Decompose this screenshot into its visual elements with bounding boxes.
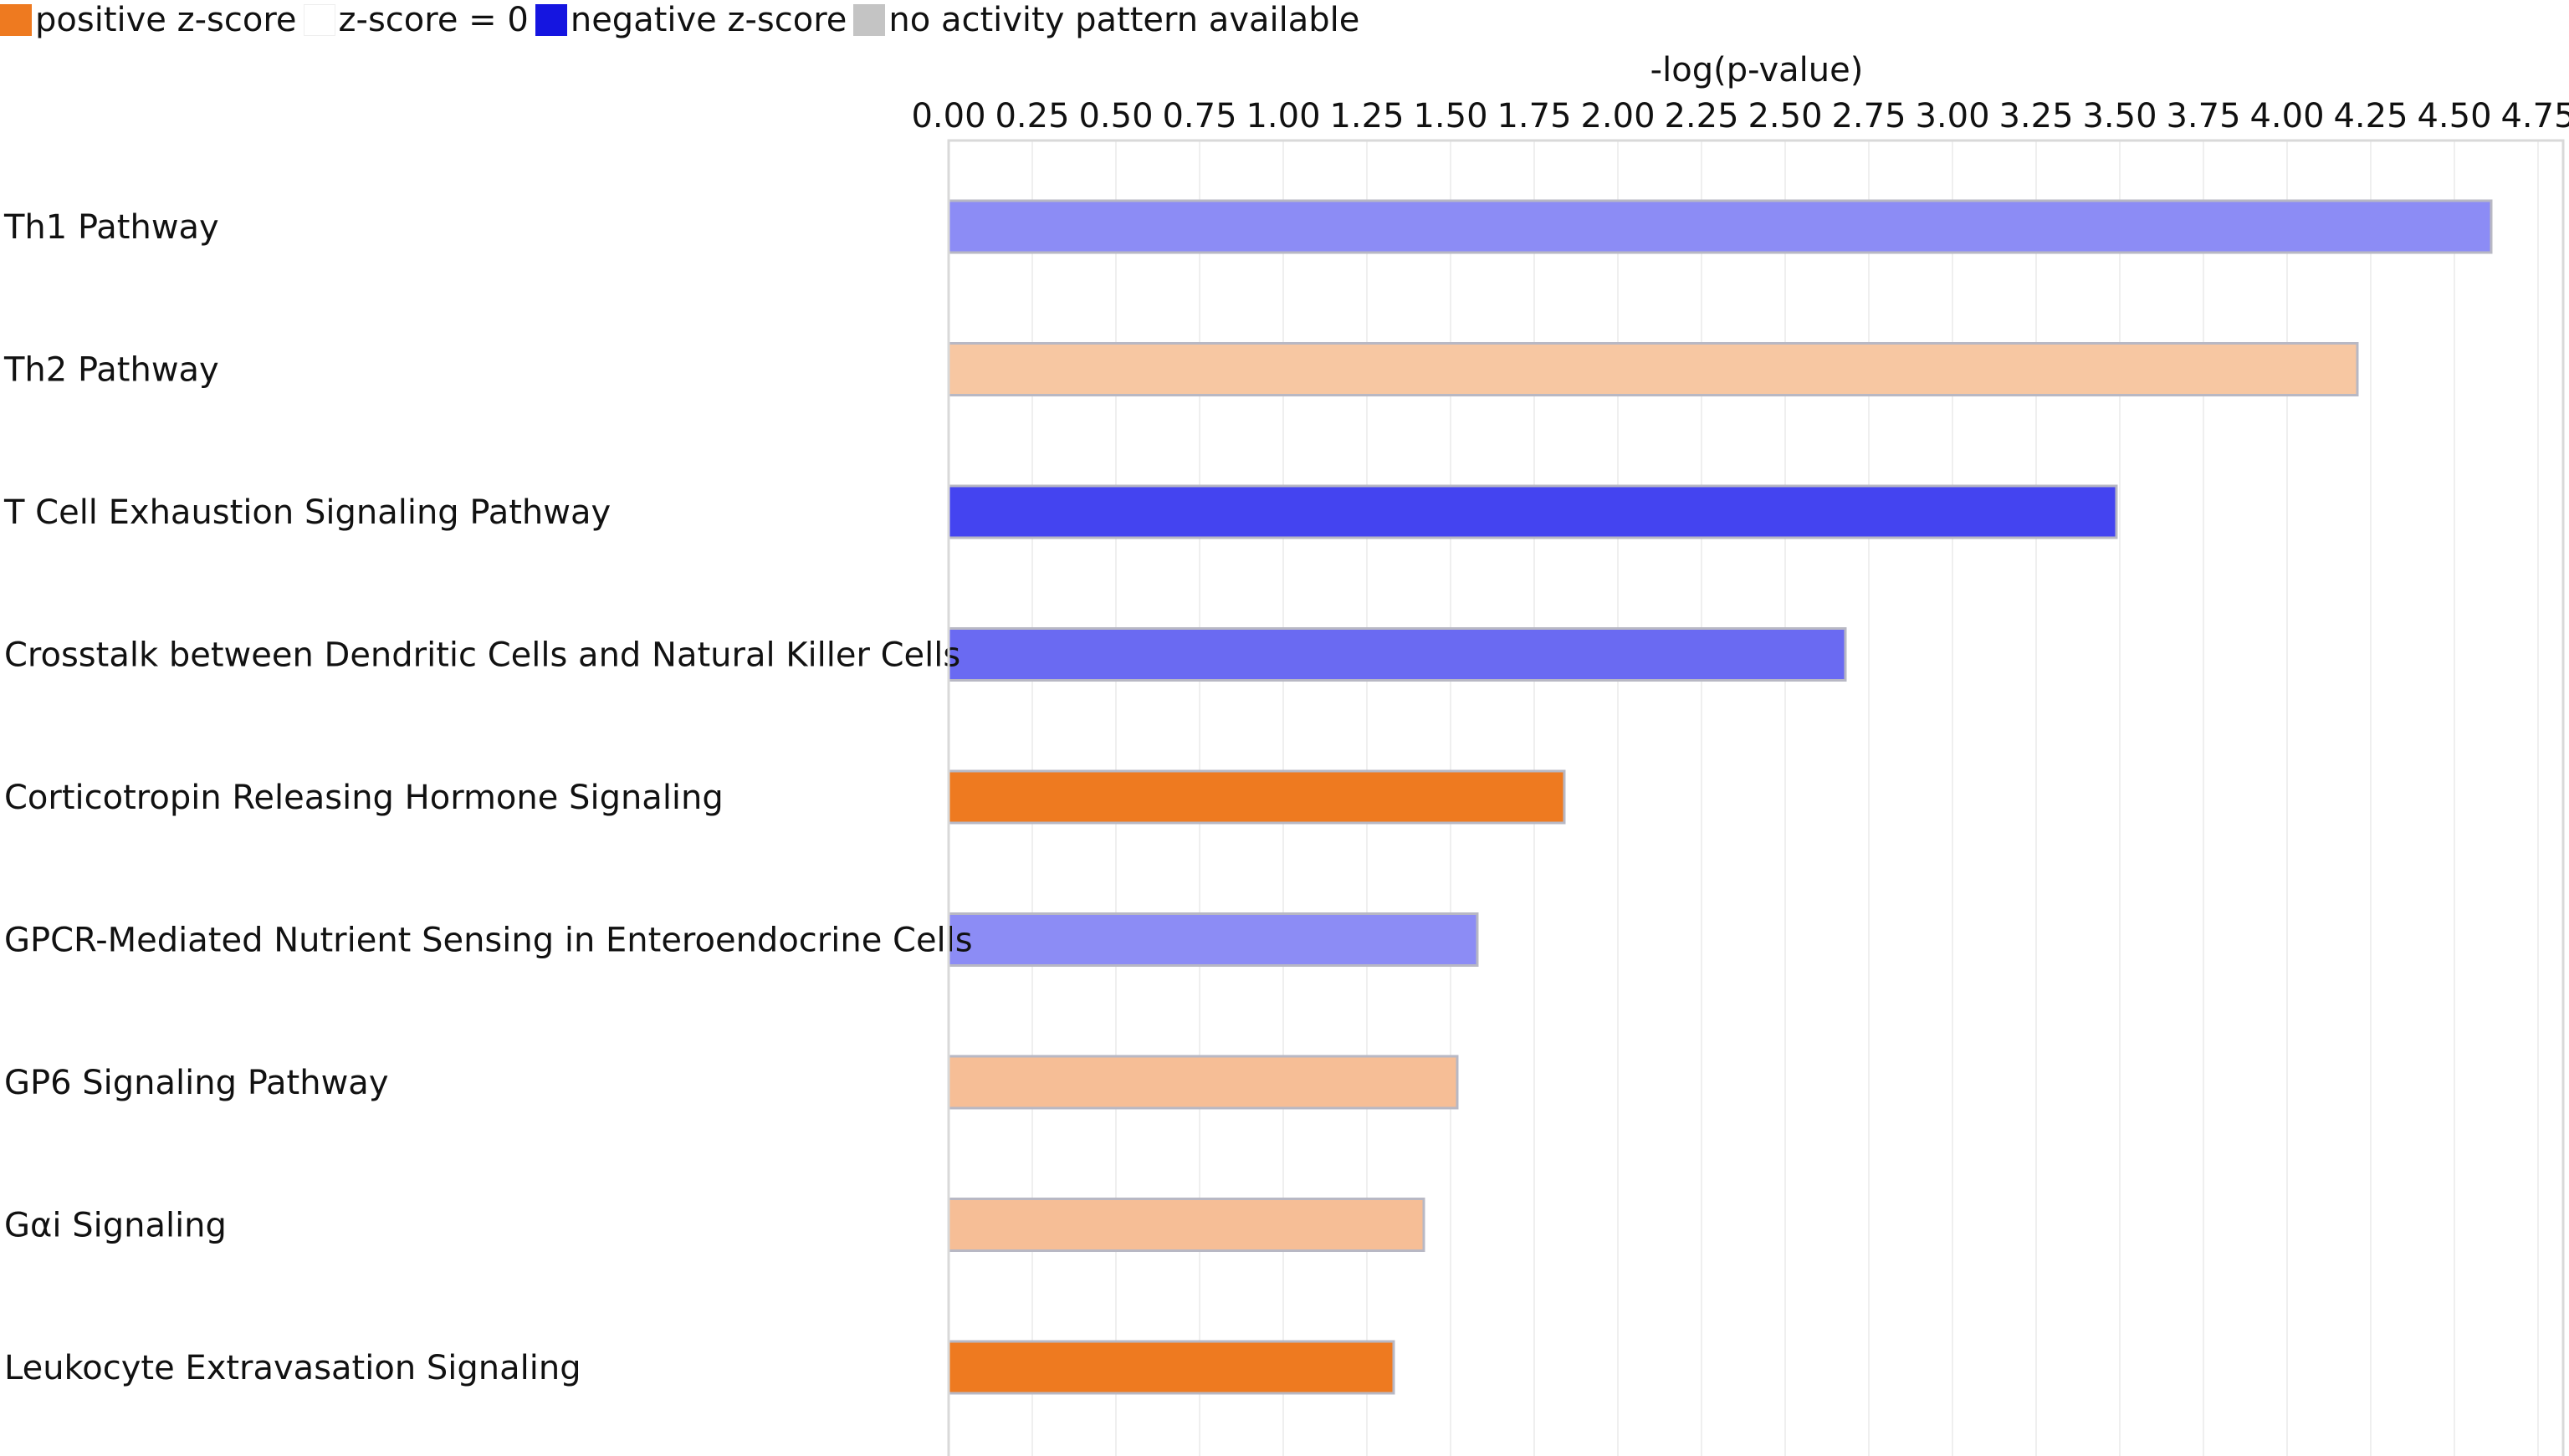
x-tick-label: 4.00 [2249, 97, 2324, 135]
bar [947, 1055, 1459, 1110]
legend-item: z-score = 0 [303, 1, 529, 39]
legend-item: no activity pattern available [853, 1, 1359, 39]
legend: positive z-score z-score = 0 negative z-sc… [0, 0, 1366, 40]
legend-label: no activity pattern available [888, 1, 1360, 39]
x-tick-label: 0.00 [911, 97, 985, 135]
legend-item: negative z-score [535, 1, 847, 39]
plot-frame [947, 139, 2565, 1456]
x-tick-label: 1.00 [1246, 97, 1320, 135]
x-tick-label: 1.75 [1497, 97, 1571, 135]
bar [947, 199, 2493, 254]
category-label: Gαi Signaling [4, 1207, 227, 1245]
category-label: Crosstalk between Dendritic Cells and Na… [4, 636, 960, 675]
legend-item: positive z-score [0, 1, 297, 39]
category-label: T Cell Exhaustion Signaling Pathway [3, 493, 611, 532]
x-tick-label: 3.00 [1915, 97, 1989, 135]
x-tick-label: 3.25 [1998, 97, 2073, 135]
legend-label: negative z-score [570, 1, 847, 39]
legend-swatch [0, 4, 32, 36]
x-tick-label: 0.50 [1078, 97, 1153, 135]
category-label: GPCR-Mediated Nutrient Sensing in Entero… [4, 922, 973, 960]
bar [947, 769, 1566, 825]
x-tick-label: 4.75 [2500, 97, 2569, 135]
bar [947, 484, 2118, 539]
category-label: Th1 Pathway [3, 208, 219, 247]
x-tick-label: 2.25 [1664, 97, 1738, 135]
x-tick-label: 3.75 [2166, 97, 2240, 135]
x-tick-label: 2.00 [1580, 97, 1655, 135]
category-label: Th2 Pathway [3, 351, 219, 390]
bar [947, 1340, 1395, 1395]
x-tick-label: 3.50 [2082, 97, 2157, 135]
legend-swatch [535, 4, 567, 36]
x-axis-title: -log(p-value) [1650, 51, 1864, 89]
category-label: Corticotropin Releasing Hormone Signalin… [4, 779, 724, 817]
bar [947, 627, 1847, 682]
x-axis-ticks: 0.00 0.25 0.50 0.75 1.00 1.25 1.50 1.75 2.00 2.25… [911, 97, 2569, 135]
legend-swatch [303, 4, 335, 36]
x-tick-label: 4.50 [2417, 97, 2491, 135]
x-tick-label: 1.50 [1413, 97, 1487, 135]
x-tick-label: 2.50 [1748, 97, 1822, 135]
legend-label: z-score = 0 [338, 1, 529, 39]
x-tick-label: 4.25 [2333, 97, 2408, 135]
bar [947, 912, 1479, 967]
bar [947, 342, 2359, 396]
category-label: Leukocyte Extravasation Signaling [4, 1349, 581, 1387]
x-tick-label: 2.75 [1831, 97, 1906, 135]
x-tick-label: 0.25 [995, 97, 1069, 135]
category-label: GP6 Signaling Pathway [4, 1064, 389, 1102]
category-labels: Th1 Pathway Th2 Pathway T Cell Exhaustion … [3, 208, 973, 1387]
legend-swatch [853, 4, 886, 36]
x-tick-label: 0.75 [1162, 97, 1236, 135]
bar [947, 1198, 1425, 1252]
legend-label: positive z-score [35, 1, 297, 39]
x-tick-label: 1.25 [1329, 97, 1404, 135]
bars [947, 199, 2493, 1395]
